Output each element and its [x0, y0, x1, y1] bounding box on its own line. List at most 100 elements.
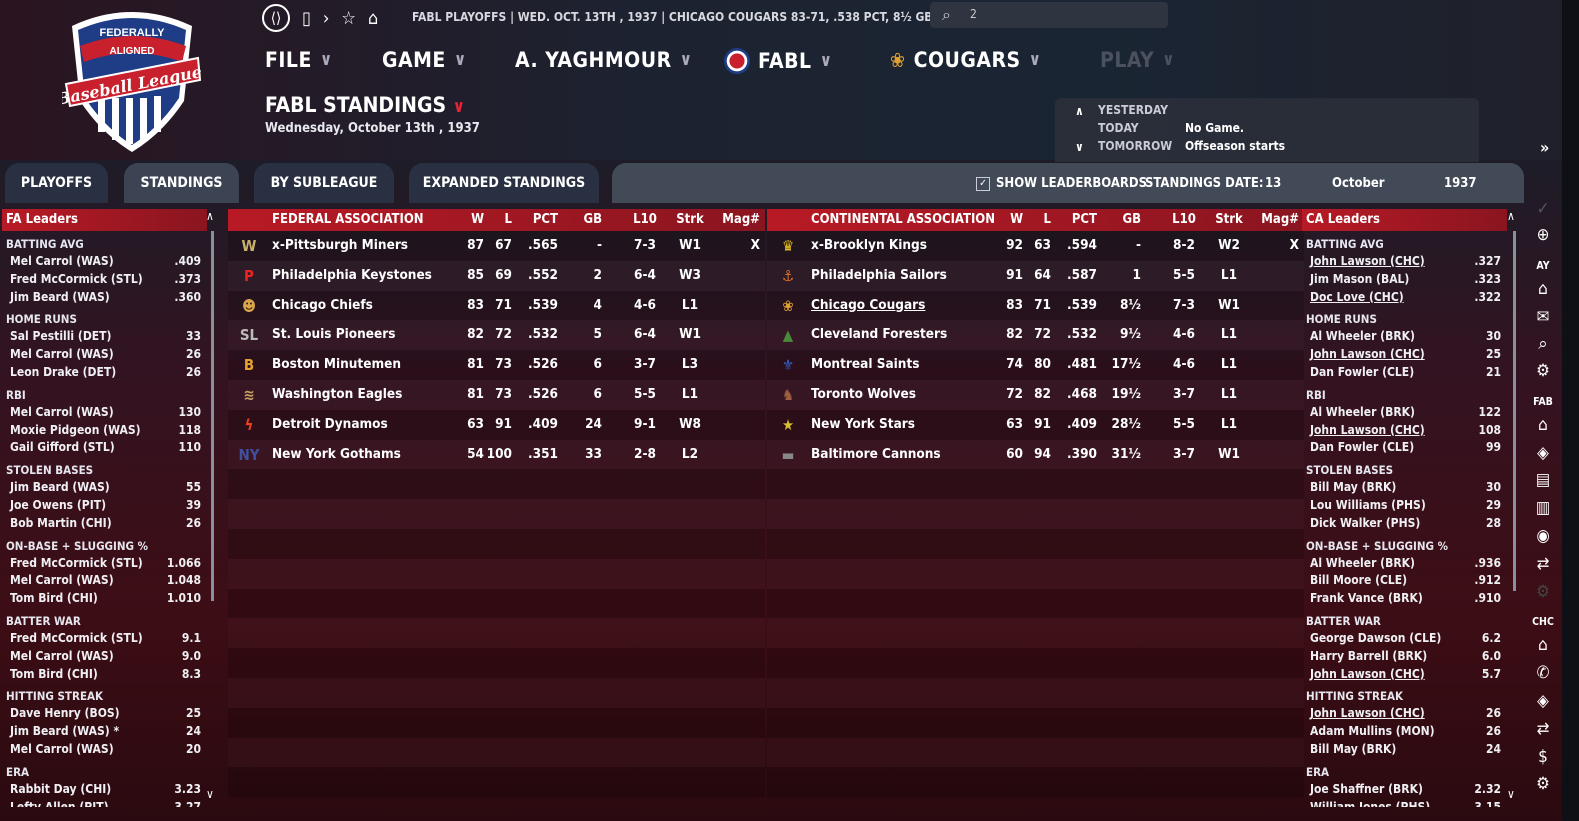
search-icon[interactable]: ⌕	[1538, 334, 1548, 354]
standings-day-select[interactable]: 13	[1265, 176, 1282, 191]
leader-player[interactable]: Jim Beard (WAS)	[10, 480, 110, 495]
column-header[interactable]: GB	[1122, 212, 1141, 227]
leader-player[interactable]: Rabbit Day (CHI)	[10, 781, 112, 796]
gear-icon[interactable]: ⚙	[1536, 774, 1550, 794]
leader-player[interactable]: Dave Henry (BOS)	[10, 706, 120, 721]
menu-cougars[interactable]: ❀ COUGARS ∨	[890, 48, 1042, 72]
team-name[interactable]: Montreal Saints	[811, 356, 920, 373]
id-card-icon[interactable]: ▤	[1535, 470, 1551, 490]
diamond-icon[interactable]: ◈	[1537, 691, 1549, 711]
transactions-icon[interactable]: ⇄	[1536, 719, 1550, 739]
schedule-tomorrow[interactable]: TOMORROW	[1098, 139, 1173, 153]
fa-name[interactable]: FEDERAL ASSOCIATION	[272, 212, 424, 227]
home-icon[interactable]: ⌂	[367, 7, 379, 29]
team-name[interactable]: Detroit Dynamos	[272, 415, 388, 432]
team-name[interactable]: Chicago Cougars	[811, 296, 926, 313]
leader-player[interactable]: Dan Fowler (CLE)	[1310, 440, 1415, 455]
team-row[interactable]: ⚓ Philadelphia Sailors 91 64 .587 1 5-5 L1	[767, 261, 1304, 291]
globe-icon[interactable]: ⊕	[1536, 225, 1550, 245]
chevron-up-icon[interactable]: ∧	[1075, 104, 1084, 118]
team-row[interactable]: ≋ Washington Eagles 81 73 .526 6 5-5 L1	[228, 380, 765, 410]
mail-icon[interactable]: ✉	[1536, 307, 1550, 327]
search-input[interactable]: ⌕ 2	[930, 2, 1168, 28]
leader-category[interactable]: BATTING AVG	[6, 237, 84, 251]
leader-player[interactable]: Bill May (BRK)	[1310, 480, 1397, 495]
team-name[interactable]: x-Pittsburgh Miners	[272, 237, 409, 253]
leader-player[interactable]: Doc Love (CHC)	[1310, 289, 1404, 304]
leader-player[interactable]: Fred McCormick (STL)	[10, 630, 143, 645]
home-icon[interactable]: ⌂	[1538, 635, 1548, 655]
leader-player[interactable]: Fred McCormick (STL)	[10, 271, 143, 286]
chevron-up-icon[interactable]: ∧	[1507, 209, 1515, 223]
standings-month-select[interactable]: October	[1332, 176, 1385, 191]
fabl-logo[interactable]: FEDERALLY ALIGNED Baseball Leagues	[62, 6, 202, 156]
tab-standings[interactable]: STANDINGS	[124, 163, 239, 203]
team-row[interactable]: ☻ Chicago Chiefs 83 71 .539 4 4-6 L1	[228, 290, 765, 321]
team-name[interactable]: New York Stars	[811, 415, 916, 432]
team-row[interactable]: ❀ Chicago Cougars 83 71 .539 8½ 7-3 W1	[767, 290, 1304, 321]
expand-sidebar-icon[interactable]: »	[1540, 138, 1550, 157]
column-header[interactable]: Mag#	[722, 212, 760, 227]
leader-player[interactable]: Harry Barrell (BRK)	[1310, 648, 1428, 663]
leader-player[interactable]: Mel Carrol (WAS)	[10, 648, 114, 663]
baseball-icon[interactable]: ◉	[1536, 526, 1550, 546]
leader-category[interactable]: STOLEN BASES	[1306, 463, 1394, 478]
column-header[interactable]: Strk	[676, 212, 704, 227]
team-name[interactable]: Cleveland Foresters	[811, 326, 948, 343]
team-name[interactable]: Chicago Chiefs	[272, 296, 373, 313]
leader-player[interactable]: Jim Beard (WAS) *	[10, 724, 120, 739]
column-header[interactable]: W	[471, 212, 484, 227]
tab-expanded-standings[interactable]: EXPANDED STANDINGS	[409, 163, 599, 203]
team-name[interactable]: Washington Eagles	[272, 385, 403, 402]
column-header[interactable]: PCT	[532, 212, 558, 227]
leader-category[interactable]: RBI	[6, 387, 26, 402]
tab-playoffs[interactable]: PLAYOFFS	[5, 163, 108, 203]
leader-player[interactable]: Mel Carrol (WAS)	[10, 254, 114, 268]
team-name[interactable]: Toronto Wolves	[811, 385, 917, 402]
team-name[interactable]: Baltimore Cannons	[811, 445, 941, 462]
team-name[interactable]: St. Louis Pioneers	[272, 326, 396, 343]
transactions-icon[interactable]: ⇄	[1536, 554, 1550, 574]
forward-icon[interactable]: ›	[322, 7, 330, 29]
scroll-thumb[interactable]	[211, 231, 214, 601]
column-header[interactable]: Mag#	[1261, 212, 1299, 227]
team-name[interactable]: Philadelphia Keystones	[272, 266, 432, 283]
leader-player[interactable]: Mel Carrol (WAS)	[10, 347, 114, 362]
team-row[interactable]: P Philadelphia Keystones 85 69 .552 2 6-4 W3	[228, 261, 765, 291]
diamond-icon[interactable]: ◈	[1537, 443, 1549, 463]
leader-player[interactable]: William Jones (PHS)	[1310, 799, 1431, 807]
dollar-icon[interactable]: $	[1538, 747, 1548, 767]
home-icon[interactable]: ⌂	[1538, 279, 1548, 299]
column-header[interactable]: GB	[583, 212, 602, 227]
leader-category[interactable]: RBI	[1306, 387, 1326, 402]
leader-player[interactable]: Sal Pestilli (DET)	[10, 329, 112, 344]
leader-player[interactable]: Al Wheeler (BRK)	[1310, 404, 1415, 419]
star-icon[interactable]: ☆	[341, 7, 356, 29]
back-forward-icon[interactable]: ⟨⟩	[262, 4, 290, 32]
column-header[interactable]: L10	[633, 212, 657, 227]
leader-category[interactable]: BATTER WAR	[6, 613, 81, 628]
leader-player[interactable]: Moxie Pidgeon (WAS)	[10, 422, 141, 437]
page-title[interactable]: FABL STANDINGS ∨	[265, 93, 466, 117]
team-row[interactable]: B Boston Minutemen 81 73 .526 6 3-7 L3	[228, 350, 765, 380]
leader-category[interactable]: BATTING AVG	[1306, 237, 1384, 251]
leader-player[interactable]: John Lawson (CHC)	[1310, 706, 1425, 721]
team-row[interactable]: ♛ x-Brooklyn Kings 92 63 .594 - 8-2 W2 X	[767, 231, 1304, 261]
show-leaderboards-checkbox[interactable]: ✓	[976, 177, 990, 191]
team-name[interactable]: Philadelphia Sailors	[811, 266, 947, 283]
column-header[interactable]: L	[504, 212, 512, 227]
leader-category[interactable]: ERA	[1306, 764, 1330, 779]
column-header[interactable]: L	[1043, 212, 1051, 227]
chevron-down-icon[interactable]: ∨	[1507, 787, 1515, 801]
bookmark-icon[interactable]: ▯	[302, 7, 311, 29]
leader-category[interactable]: HITTING STREAK	[1306, 689, 1404, 704]
leader-category[interactable]: BATTER WAR	[1306, 613, 1381, 628]
column-header[interactable]: L10	[1172, 212, 1196, 227]
scroll-thumb[interactable]	[1513, 231, 1516, 591]
team-row[interactable]: ϟ Detroit Dynamos 63 91 .409 24 9-1 W8	[228, 409, 765, 440]
leader-player[interactable]: John Lawson (CHC)	[1310, 254, 1425, 268]
leader-category[interactable]: HOME RUNS	[1306, 312, 1377, 327]
column-header[interactable]: PCT	[1071, 212, 1097, 227]
menu-manager[interactable]: A. YAGHMOUR ∨	[515, 48, 693, 72]
